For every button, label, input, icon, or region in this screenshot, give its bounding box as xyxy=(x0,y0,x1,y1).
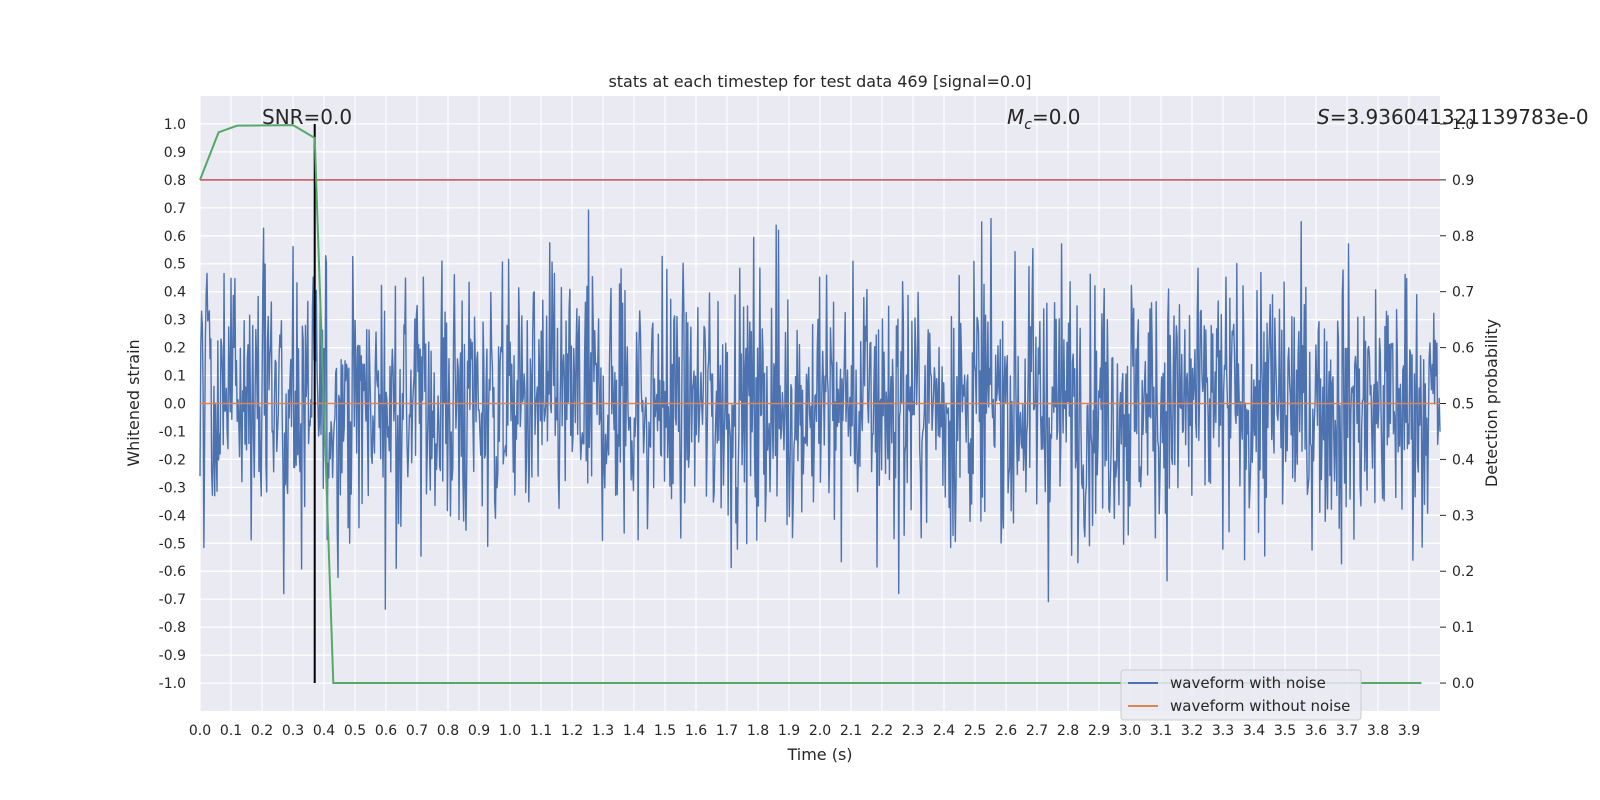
y-right-tick-label: 0.8 xyxy=(1452,229,1474,245)
x-tick-label: 2.6 xyxy=(995,723,1017,739)
y-axis-label: Whitened strain xyxy=(124,339,143,466)
x-tick-label: 0.3 xyxy=(282,723,304,739)
y-tick-label: -1.0 xyxy=(159,676,186,692)
series-waveform-with-noise xyxy=(199,209,1441,610)
x-tick-label: 3.7 xyxy=(1336,723,1358,739)
y-tick-label: -0.8 xyxy=(159,620,186,636)
x-tick-label: 3.0 xyxy=(1119,723,1141,739)
x-axis-label: Time (s) xyxy=(786,745,852,764)
x-tick-label: 0.4 xyxy=(313,723,335,739)
y-right-tick-label: 0.9 xyxy=(1452,173,1474,189)
y-tick-label: -0.6 xyxy=(159,564,186,580)
x-tick-label: 3.9 xyxy=(1398,723,1420,739)
x-tick-label: 2.8 xyxy=(1057,723,1079,739)
legend-label-waveform-with-noise: waveform with noise xyxy=(1170,674,1326,692)
x-tick-label: 0.6 xyxy=(375,723,397,739)
x-tick-label: 3.8 xyxy=(1367,723,1389,739)
waveform-with-noise-line xyxy=(199,209,1441,610)
y-right-tick-label: 0.3 xyxy=(1452,508,1474,524)
y-tick-label: -0.4 xyxy=(159,508,186,524)
y-right-tick-label: 0.5 xyxy=(1452,397,1474,413)
y-tick-label: 0.4 xyxy=(164,285,186,301)
legend-label-waveform-without-noise: waveform without noise xyxy=(1170,697,1350,715)
y-right-tick-label: 0.7 xyxy=(1452,285,1474,301)
x-tick-label: 2.9 xyxy=(1088,723,1110,739)
x-tick-label: 0.2 xyxy=(251,723,273,739)
y-tick-label: 0.8 xyxy=(164,173,186,189)
x-tick-label: 1.0 xyxy=(499,723,521,739)
y-tick-label: -0.3 xyxy=(159,480,186,496)
x-tick-label: 0.1 xyxy=(220,723,242,739)
y-tick-label: 0.7 xyxy=(164,201,186,217)
x-tick-label: 3.5 xyxy=(1274,723,1296,739)
legend-box xyxy=(1120,669,1362,721)
x-tick-label: 0.7 xyxy=(406,723,428,739)
y-tick-label: -0.7 xyxy=(159,592,186,608)
annotation-chirp-mass: Mc=0.0 xyxy=(1007,105,1081,133)
x-tick-label: 1.7 xyxy=(716,723,738,739)
y-tick-label: 0.0 xyxy=(164,397,186,413)
y-right-tick-label: 0.0 xyxy=(1452,676,1474,692)
x-tick-label: 3.1 xyxy=(1150,723,1172,739)
x-tick-label: 3.6 xyxy=(1305,723,1327,739)
y-tick-label: -0.1 xyxy=(159,424,186,440)
y-tick-label: 0.9 xyxy=(164,145,186,161)
y-tick-label: 0.5 xyxy=(164,257,186,273)
y-right-tick-label: 0.4 xyxy=(1452,452,1474,468)
annotation-s-value: =3.936041321139783e-0 xyxy=(1330,105,1589,129)
x-tick-label: 1.8 xyxy=(747,723,769,739)
x-tick-label: 1.1 xyxy=(530,723,552,739)
y-right-tick-label: 0.2 xyxy=(1452,564,1474,580)
annotation-snr: SNR=0.0 xyxy=(262,105,352,129)
x-tick-label: 1.6 xyxy=(685,723,707,739)
y-tick-label: 0.3 xyxy=(164,313,186,329)
x-tick-label: 1.3 xyxy=(592,723,614,739)
y-tick-label: 0.6 xyxy=(164,229,186,245)
annotation-chirp-mass-symbol: M xyxy=(1007,105,1024,129)
y-right-tick-label: 0.1 xyxy=(1452,620,1474,636)
annotation-chirp-mass-value: =0.0 xyxy=(1032,105,1081,129)
x-tick-label: 2.4 xyxy=(933,723,955,739)
x-tick-label: 0.5 xyxy=(344,723,366,739)
chart-title: stats at each timestep for test data 469… xyxy=(608,72,1031,91)
annotation-s-symbol: S xyxy=(1317,105,1330,129)
x-tick-label: 2.5 xyxy=(964,723,986,739)
y-tick-label: 0.2 xyxy=(164,341,186,357)
tick-labels: 0.0 0.1 0.2 0.3 0.4 0.5 0.6 0.7 0.8 0.9 1.0 1.1 1.2 1… xyxy=(159,117,1475,739)
y-right-tick-label: 0.6 xyxy=(1452,341,1474,357)
x-tick-label: 3.2 xyxy=(1181,723,1203,739)
y-tick-label: 1.0 xyxy=(164,117,186,133)
x-tick-label: 0.9 xyxy=(468,723,490,739)
x-tick-label: 3.4 xyxy=(1243,723,1265,739)
x-tick-label: 2.7 xyxy=(1026,723,1048,739)
x-tick-label: 0.0 xyxy=(189,723,211,739)
series-lines xyxy=(199,123,1440,685)
x-tick-label: 1.9 xyxy=(778,723,800,739)
y-tick-label: 0.1 xyxy=(164,369,186,385)
y-tick-label: -0.9 xyxy=(159,648,186,664)
x-tick-label: 2.1 xyxy=(840,723,862,739)
x-tick-label: 2.0 xyxy=(809,723,831,739)
x-tick-label: 2.2 xyxy=(871,723,893,739)
x-tick-label: 1.5 xyxy=(654,723,676,739)
y-tick-label: -0.5 xyxy=(159,536,186,552)
y-axis-label-right: Detection probability xyxy=(1482,319,1501,487)
annotation-chirp-mass-subscript: c xyxy=(1024,117,1032,133)
x-tick-label: 1.2 xyxy=(561,723,583,739)
x-tick-label: 2.3 xyxy=(902,723,924,739)
x-tick-label: 0.8 xyxy=(437,723,459,739)
x-tick-label: 1.4 xyxy=(623,723,645,739)
annotation-s: S=3.936041321139783e-0 xyxy=(1317,105,1589,129)
detection-probability-line xyxy=(199,124,1422,685)
legend: waveform with noise waveform without noi… xyxy=(1120,669,1362,721)
y-tick-label: -0.2 xyxy=(159,452,186,468)
x-tick-label: 3.3 xyxy=(1212,723,1234,739)
y-right-tick-label: 1.0 xyxy=(1452,117,1474,133)
